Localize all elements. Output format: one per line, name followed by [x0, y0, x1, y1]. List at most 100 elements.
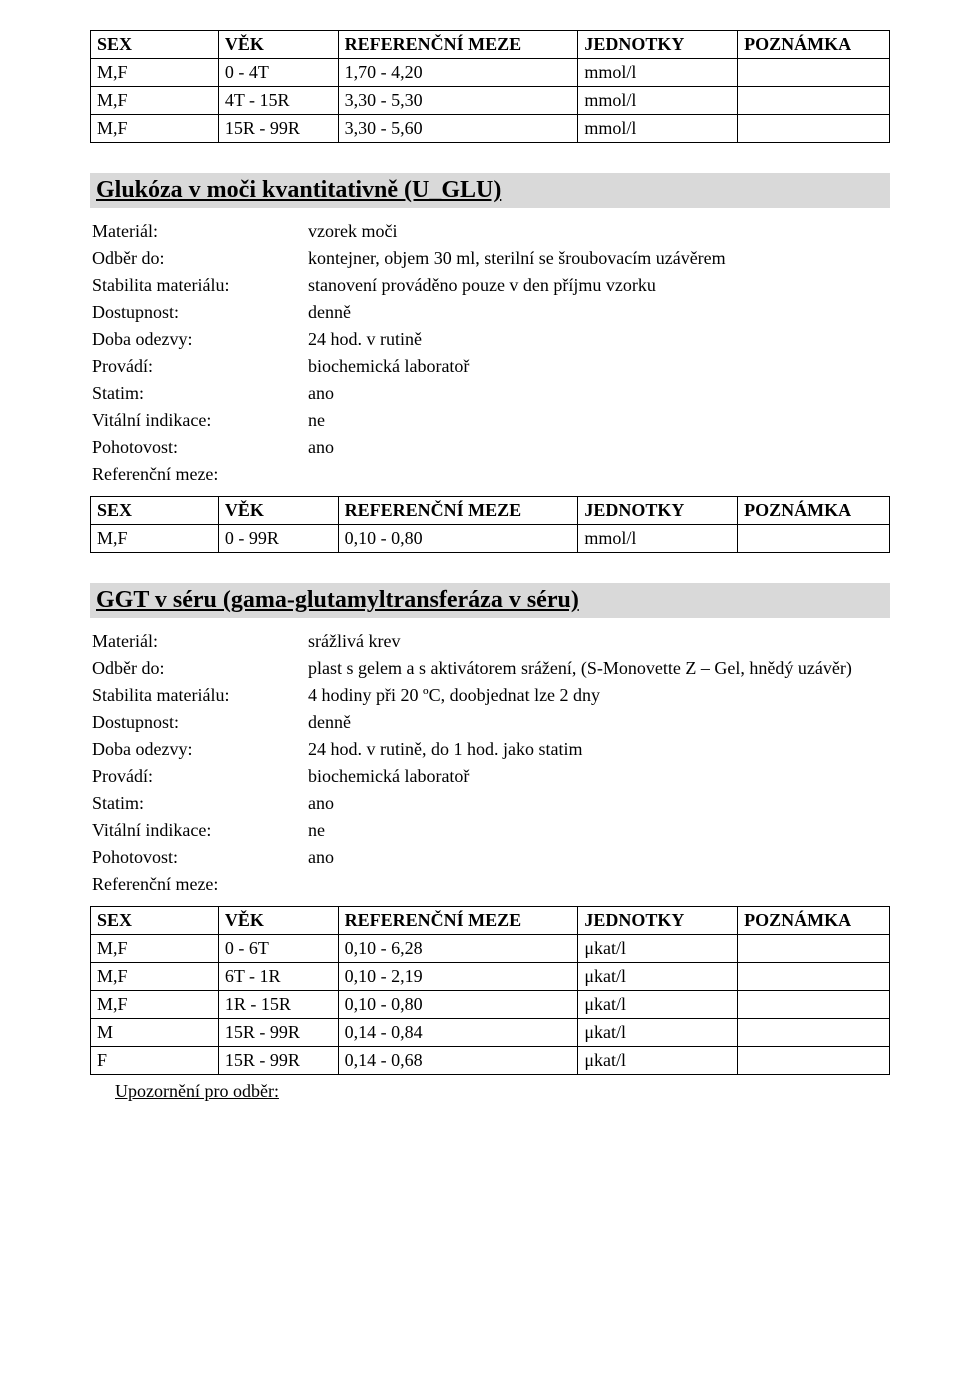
kv-val: ano — [306, 380, 890, 407]
cell-sex: M — [91, 1019, 219, 1047]
kv-val: 24 hod. v rutině, do 1 hod. jako statim — [306, 736, 890, 763]
kv-val: ano — [306, 844, 890, 871]
cell-units: μkat/l — [578, 935, 738, 963]
kv-key: Odběr do: — [90, 655, 306, 682]
kv-key: Doba odezvy: — [90, 326, 306, 353]
cell-ref: 0,10 - 6,28 — [338, 935, 578, 963]
kv-key: Stabilita materiálu: — [90, 272, 306, 299]
kv-val: biochemická laboratoř — [306, 763, 890, 790]
cell-units: mmol/l — [578, 115, 738, 143]
kv-key: Vitální indikace: — [90, 407, 306, 434]
table-row: M 15R - 99R 0,14 - 0,84 μkat/l — [91, 1019, 890, 1047]
cell-vek: 4T - 15R — [218, 87, 338, 115]
cell-note — [738, 963, 890, 991]
cell-sex: M,F — [91, 963, 219, 991]
table-header-row: SEX VĚK REFERENČNÍ MEZE JEDNOTKY POZNÁMK… — [91, 907, 890, 935]
kv-key: Provádí: — [90, 353, 306, 380]
kv-row: Referenční meze: — [90, 461, 890, 488]
cell-vek: 15R - 99R — [218, 115, 338, 143]
cell-sex: M,F — [91, 115, 219, 143]
cell-ref: 0,14 - 0,68 — [338, 1047, 578, 1075]
header-sex: SEX — [91, 907, 219, 935]
cell-note — [738, 525, 890, 553]
header-vek: VĚK — [218, 907, 338, 935]
cell-units: mmol/l — [578, 87, 738, 115]
cell-units: mmol/l — [578, 525, 738, 553]
kv-val: kontejner, objem 30 ml, sterilní se šrou… — [306, 245, 890, 272]
kv-row: Vitální indikace:ne — [90, 817, 890, 844]
header-vek: VĚK — [218, 31, 338, 59]
cell-ref: 0,10 - 0,80 — [338, 991, 578, 1019]
section-title-glucose: Glukóza v moči kvantitativně (U_GLU) — [90, 173, 890, 208]
cell-note — [738, 59, 890, 87]
kv-row: Referenční meze: — [90, 871, 890, 898]
kv-row: Materiál:vzorek moči — [90, 218, 890, 245]
kv-row: Odběr do:kontejner, objem 30 ml, steriln… — [90, 245, 890, 272]
cell-sex: F — [91, 1047, 219, 1075]
header-ref: REFERENČNÍ MEZE — [338, 31, 578, 59]
kv-key: Dostupnost: — [90, 709, 306, 736]
cell-sex: M,F — [91, 59, 219, 87]
cell-sex: M,F — [91, 87, 219, 115]
kv-val: denně — [306, 299, 890, 326]
cell-vek: 15R - 99R — [218, 1047, 338, 1075]
kv-key: Provádí: — [90, 763, 306, 790]
kv-row: Doba odezvy:24 hod. v rutině, do 1 hod. … — [90, 736, 890, 763]
cell-units: μkat/l — [578, 1047, 738, 1075]
cell-vek: 6T - 1R — [218, 963, 338, 991]
kv-key: Odběr do: — [90, 245, 306, 272]
kv-row: Odběr do:plast s gelem a s aktivátorem s… — [90, 655, 890, 682]
kv-val — [306, 461, 890, 488]
kv-table-glucose: Materiál:vzorek moči Odběr do:kontejner,… — [90, 218, 890, 488]
kv-key: Pohotovost: — [90, 844, 306, 871]
cell-sex: M,F — [91, 991, 219, 1019]
table-row: M,F 0 - 4T 1,70 - 4,20 mmol/l — [91, 59, 890, 87]
collection-notice-label: Upozornění pro odběr: — [115, 1081, 890, 1102]
kv-key: Pohotovost: — [90, 434, 306, 461]
kv-row: Pohotovost:ano — [90, 434, 890, 461]
kv-row: Doba odezvy:24 hod. v rutině — [90, 326, 890, 353]
header-sex: SEX — [91, 497, 219, 525]
cell-ref: 3,30 - 5,30 — [338, 87, 578, 115]
kv-val: stanovení prováděno pouze v den příjmu v… — [306, 272, 890, 299]
kv-row: Pohotovost:ano — [90, 844, 890, 871]
header-vek: VĚK — [218, 497, 338, 525]
cell-note — [738, 1019, 890, 1047]
kv-row: Dostupnost:denně — [90, 709, 890, 736]
kv-row: Provádí:biochemická laboratoř — [90, 763, 890, 790]
header-note: POZNÁMKA — [738, 907, 890, 935]
cell-ref: 0,10 - 2,19 — [338, 963, 578, 991]
cell-vek: 0 - 4T — [218, 59, 338, 87]
cell-ref: 1,70 - 4,20 — [338, 59, 578, 87]
kv-row: Vitální indikace:ne — [90, 407, 890, 434]
kv-key: Vitální indikace: — [90, 817, 306, 844]
kv-val: biochemická laboratoř — [306, 353, 890, 380]
header-ref: REFERENČNÍ MEZE — [338, 497, 578, 525]
table-row: M,F 15R - 99R 3,30 - 5,60 mmol/l — [91, 115, 890, 143]
reference-table-ggt: SEX VĚK REFERENČNÍ MEZE JEDNOTKY POZNÁMK… — [90, 906, 890, 1075]
kv-key: Materiál: — [90, 628, 306, 655]
cell-note — [738, 87, 890, 115]
kv-val: 24 hod. v rutině — [306, 326, 890, 353]
kv-key: Dostupnost: — [90, 299, 306, 326]
reference-table-glucose: SEX VĚK REFERENČNÍ MEZE JEDNOTKY POZNÁMK… — [90, 496, 890, 553]
table-row: M,F 4T - 15R 3,30 - 5,30 mmol/l — [91, 87, 890, 115]
table-row: M,F 0 - 6T 0,10 - 6,28 μkat/l — [91, 935, 890, 963]
kv-key: Referenční meze: — [90, 461, 306, 488]
table-row: M,F 0 - 99R 0,10 - 0,80 mmol/l — [91, 525, 890, 553]
kv-val: ne — [306, 407, 890, 434]
table-header-row: SEX VĚK REFERENČNÍ MEZE JEDNOTKY POZNÁMK… — [91, 31, 890, 59]
kv-val: denně — [306, 709, 890, 736]
reference-table-1: SEX VĚK REFERENČNÍ MEZE JEDNOTKY POZNÁMK… — [90, 30, 890, 143]
kv-val: ano — [306, 790, 890, 817]
kv-row: Stabilita materiálu:stanovení prováděno … — [90, 272, 890, 299]
kv-row: Dostupnost:denně — [90, 299, 890, 326]
section-title-ggt: GGT v séru (gama-glutamyltransferáza v s… — [90, 583, 890, 618]
header-ref: REFERENČNÍ MEZE — [338, 907, 578, 935]
cell-note — [738, 991, 890, 1019]
kv-val: vzorek moči — [306, 218, 890, 245]
cell-ref: 3,30 - 5,60 — [338, 115, 578, 143]
kv-row: Provádí:biochemická laboratoř — [90, 353, 890, 380]
header-sex: SEX — [91, 31, 219, 59]
cell-vek: 1R - 15R — [218, 991, 338, 1019]
